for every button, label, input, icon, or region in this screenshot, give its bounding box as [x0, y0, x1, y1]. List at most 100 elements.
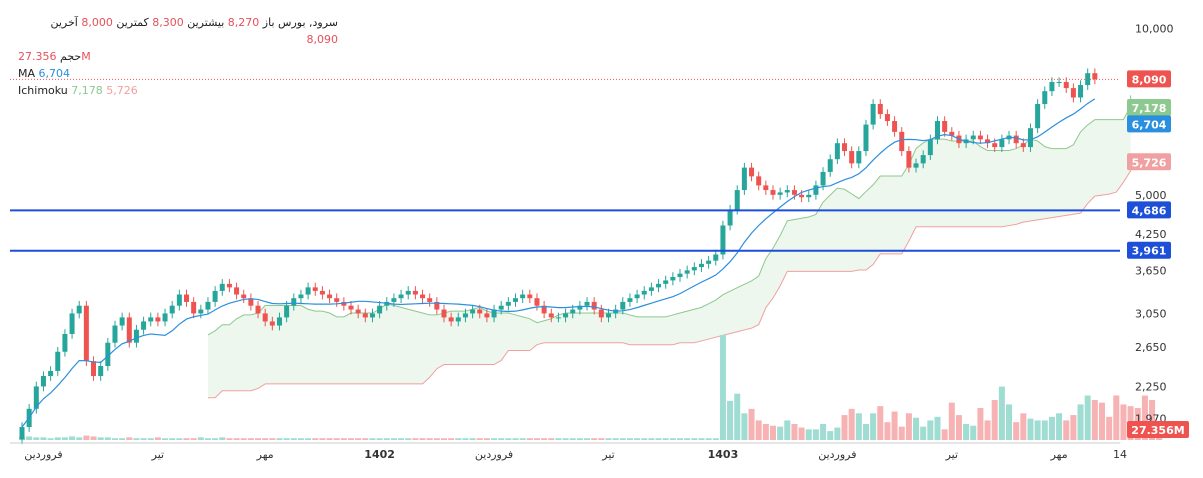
volume-bar — [54, 437, 61, 440]
ichimoku-cloud — [207, 95, 1132, 399]
candle-body — [756, 176, 762, 186]
candle-body — [591, 301, 597, 310]
candle-body — [348, 305, 354, 310]
volume-bar — [319, 438, 326, 440]
candle-body — [369, 313, 375, 318]
volume-bar — [305, 438, 312, 440]
candle-body — [834, 143, 840, 160]
candle-body — [677, 273, 683, 278]
volume-bar — [891, 411, 898, 440]
volume-bar — [605, 438, 612, 440]
volume-bar — [97, 437, 104, 440]
candle-body — [1063, 82, 1069, 89]
volume-bar — [641, 438, 648, 440]
volume-bar — [240, 438, 247, 440]
legend: سرود, بورس باز 8,270 بیشترین 8,300 کمتری… — [18, 14, 338, 99]
volume-bar — [419, 438, 426, 440]
volume-bar — [1006, 404, 1013, 440]
open-label: باز — [262, 16, 275, 29]
candle-body — [1056, 82, 1062, 84]
candle-body — [527, 294, 533, 299]
candle-body — [305, 287, 311, 295]
volume-bar — [898, 426, 905, 440]
candle-body — [813, 185, 819, 195]
volume-bar — [1084, 395, 1091, 440]
high-label: بیشترین — [187, 16, 225, 29]
candle-body — [770, 190, 776, 195]
candle-body — [877, 103, 883, 115]
x-tick-label: مهر — [1050, 448, 1068, 461]
volume-bar — [276, 438, 283, 440]
candle-body — [513, 298, 519, 302]
candle-body — [827, 159, 833, 172]
volume-bar — [462, 438, 469, 440]
candle-body — [1042, 91, 1048, 104]
candle-body — [584, 301, 590, 306]
volume-bar — [283, 438, 290, 440]
candle-body — [226, 283, 232, 288]
low-value: 8,000 — [81, 16, 113, 29]
candle-body — [691, 267, 697, 271]
volume-bar — [355, 438, 362, 440]
candle-body — [920, 155, 926, 164]
candle-body — [656, 283, 662, 288]
candle-body — [663, 280, 669, 284]
horizontal-levels[interactable] — [10, 78, 1120, 252]
candle-body — [405, 290, 411, 295]
volume-bar — [212, 438, 219, 440]
candle-body — [298, 294, 304, 299]
legend-ma-row: MA 6,704 — [18, 65, 338, 82]
volume-bar — [290, 438, 297, 440]
volume-bar — [634, 438, 641, 440]
volume-bar — [1113, 395, 1120, 440]
volume-bar — [691, 438, 698, 440]
candle-body — [985, 139, 991, 144]
volume-bar — [448, 438, 455, 440]
candle-body — [119, 317, 125, 326]
volume-bar — [47, 438, 54, 440]
candle-body — [191, 301, 197, 314]
candle-body — [749, 167, 755, 177]
candle-body — [870, 103, 876, 125]
volume-bar — [841, 415, 848, 440]
candle-body — [820, 171, 826, 186]
volume-bar — [977, 407, 984, 440]
volume-bar — [154, 437, 161, 440]
candle-body — [1078, 85, 1084, 98]
candle-body — [48, 370, 54, 377]
volume-bar — [541, 438, 548, 440]
volume-bar — [905, 413, 912, 440]
candle-body — [1013, 135, 1019, 144]
price-tag-text: 8,090 — [1132, 73, 1167, 86]
volume-bar — [848, 408, 855, 440]
candle-body — [734, 190, 740, 210]
price-tag-bg — [1127, 241, 1171, 259]
volume-bar — [26, 436, 33, 440]
volume-bar — [626, 438, 633, 440]
volume-bar — [111, 438, 118, 440]
volume-bar — [519, 438, 526, 440]
volume-bar — [984, 420, 991, 440]
volume-bar — [955, 415, 962, 440]
low-label: کمترین — [116, 16, 149, 29]
candle-body — [698, 263, 704, 268]
volume-bars — [18, 335, 1163, 440]
candle-body — [727, 209, 733, 226]
volume-bar — [491, 438, 498, 440]
volume-bar — [1149, 399, 1156, 440]
volume-bar — [662, 438, 669, 440]
volume-bar — [483, 438, 490, 440]
candle-body — [720, 225, 726, 255]
volume-bar — [219, 437, 226, 440]
candle-body — [648, 287, 654, 291]
volume-bar — [1098, 402, 1106, 440]
volume-bar — [805, 429, 812, 440]
candle-body — [291, 298, 297, 306]
candle-body — [570, 309, 576, 314]
y-tick-label: 10,000 — [1135, 22, 1174, 35]
volume-bar — [1063, 420, 1070, 440]
x-tick-label: فروردین — [475, 448, 513, 461]
x-tick-label: فروردین — [24, 448, 62, 461]
candle-body — [892, 121, 898, 132]
